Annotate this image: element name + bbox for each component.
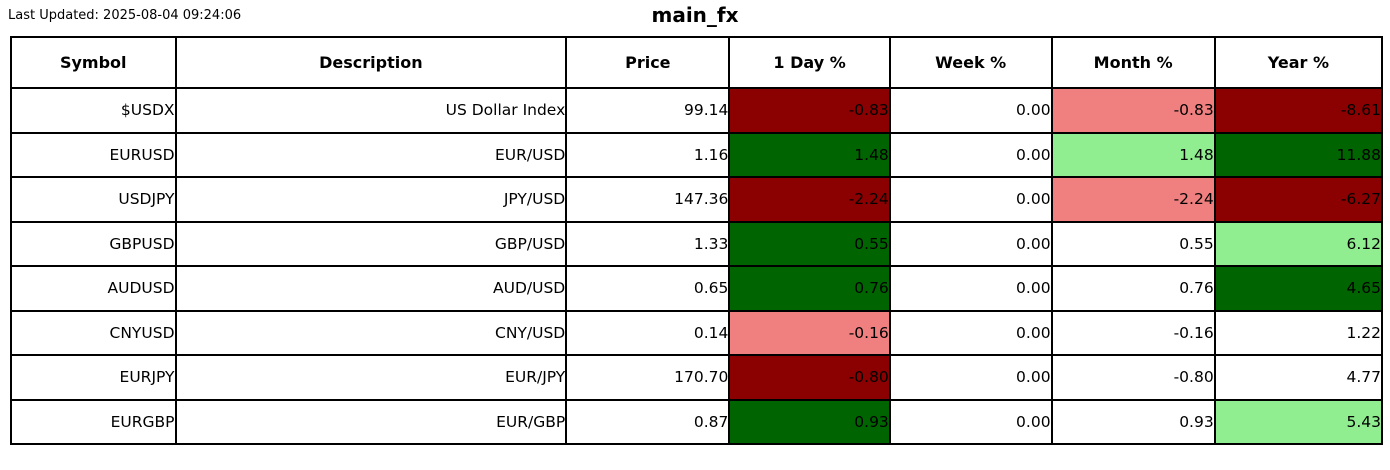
symbol-cell: GBPUSD	[10, 220, 177, 267]
day-change-cell: -0.80	[728, 354, 891, 401]
table-row: $USDX US Dollar Index 99.14 -0.83 0.00 -…	[10, 87, 1384, 134]
symbol-cell: EURUSD	[10, 131, 177, 178]
price-cell: 99.14	[565, 87, 731, 134]
price-cell: 1.16	[565, 131, 731, 178]
description-cell: AUD/USD	[174, 265, 568, 312]
table-row: EURUSD EUR/USD 1.16 1.48 0.00 1.48 11.88	[10, 131, 1384, 178]
day-change-cell: -2.24	[728, 176, 891, 223]
column-header-price: Price	[565, 36, 731, 89]
week-change-cell: 0.00	[888, 354, 1053, 401]
symbol-cell: USDJPY	[10, 176, 177, 223]
column-header-description: Description	[174, 36, 568, 89]
price-cell: 0.14	[565, 309, 731, 356]
month-change-cell: -0.80	[1050, 354, 1216, 401]
year-change-cell: -6.27	[1213, 176, 1384, 223]
price-cell: 0.65	[565, 265, 731, 312]
symbol-cell: EURJPY	[10, 354, 177, 401]
column-header-year: Year %	[1213, 36, 1384, 89]
day-change-cell: -0.16	[728, 309, 891, 356]
week-change-cell: 0.00	[888, 309, 1053, 356]
week-change-cell: 0.00	[888, 220, 1053, 267]
day-change-cell: 0.76	[728, 265, 891, 312]
year-change-cell: 5.43	[1213, 398, 1384, 445]
table-row: CNYUSD CNY/USD 0.14 -0.16 0.00 -0.16 1.2…	[10, 309, 1384, 356]
month-change-cell: -0.16	[1050, 309, 1216, 356]
month-change-cell: 1.48	[1050, 131, 1216, 178]
day-change-cell: -0.83	[728, 87, 891, 134]
header-row: Symbol Description Price 1 Day % Week % …	[10, 36, 1384, 89]
month-change-cell: -0.83	[1050, 87, 1216, 134]
symbol-cell: $USDX	[10, 87, 177, 134]
description-cell: EUR/GBP	[174, 398, 568, 445]
column-header-1day: 1 Day %	[728, 36, 891, 89]
table-row: EURJPY EUR/JPY 170.70 -0.80 0.00 -0.80 4…	[10, 354, 1384, 401]
day-change-cell: 0.93	[728, 398, 891, 445]
week-change-cell: 0.00	[888, 131, 1053, 178]
description-cell: US Dollar Index	[174, 87, 568, 134]
week-change-cell: 0.00	[888, 176, 1053, 223]
table-row: GBPUSD GBP/USD 1.33 0.55 0.00 0.55 6.12	[10, 220, 1384, 267]
symbol-cell: CNYUSD	[10, 309, 177, 356]
price-cell: 1.33	[565, 220, 731, 267]
symbol-cell: EURGBP	[10, 398, 177, 445]
price-cell: 170.70	[565, 354, 731, 401]
price-cell: 147.36	[565, 176, 731, 223]
month-change-cell: 0.93	[1050, 398, 1216, 445]
year-change-cell: 4.77	[1213, 354, 1384, 401]
fx-table: Symbol Description Price 1 Day % Week % …	[10, 36, 1384, 445]
column-header-symbol: Symbol	[10, 36, 177, 89]
description-cell: JPY/USD	[174, 176, 568, 223]
month-change-cell: 0.76	[1050, 265, 1216, 312]
description-cell: CNY/USD	[174, 309, 568, 356]
price-cell: 0.87	[565, 398, 731, 445]
year-change-cell: 4.65	[1213, 265, 1384, 312]
description-cell: EUR/USD	[174, 131, 568, 178]
month-change-cell: -2.24	[1050, 176, 1216, 223]
day-change-cell: 1.48	[728, 131, 891, 178]
week-change-cell: 0.00	[888, 87, 1053, 134]
last-updated-label: Last Updated: 2025-08-04 09:24:06	[8, 8, 242, 23]
year-change-cell: 1.22	[1213, 309, 1384, 356]
year-change-cell: 11.88	[1213, 131, 1384, 178]
column-header-month: Month %	[1050, 36, 1216, 89]
description-cell: EUR/JPY	[174, 354, 568, 401]
week-change-cell: 0.00	[888, 398, 1053, 445]
page-title: main_fx	[651, 3, 739, 27]
description-cell: GBP/USD	[174, 220, 568, 267]
year-change-cell: -8.61	[1213, 87, 1384, 134]
week-change-cell: 0.00	[888, 265, 1053, 312]
table-row: USDJPY JPY/USD 147.36 -2.24 0.00 -2.24 -…	[10, 176, 1384, 223]
table-row: AUDUSD AUD/USD 0.65 0.76 0.00 0.76 4.65	[10, 265, 1384, 312]
symbol-cell: AUDUSD	[10, 265, 177, 312]
table-row: EURGBP EUR/GBP 0.87 0.93 0.00 0.93 5.43	[10, 398, 1384, 445]
column-header-week: Week %	[888, 36, 1053, 89]
day-change-cell: 0.55	[728, 220, 891, 267]
month-change-cell: 0.55	[1050, 220, 1216, 267]
year-change-cell: 6.12	[1213, 220, 1384, 267]
